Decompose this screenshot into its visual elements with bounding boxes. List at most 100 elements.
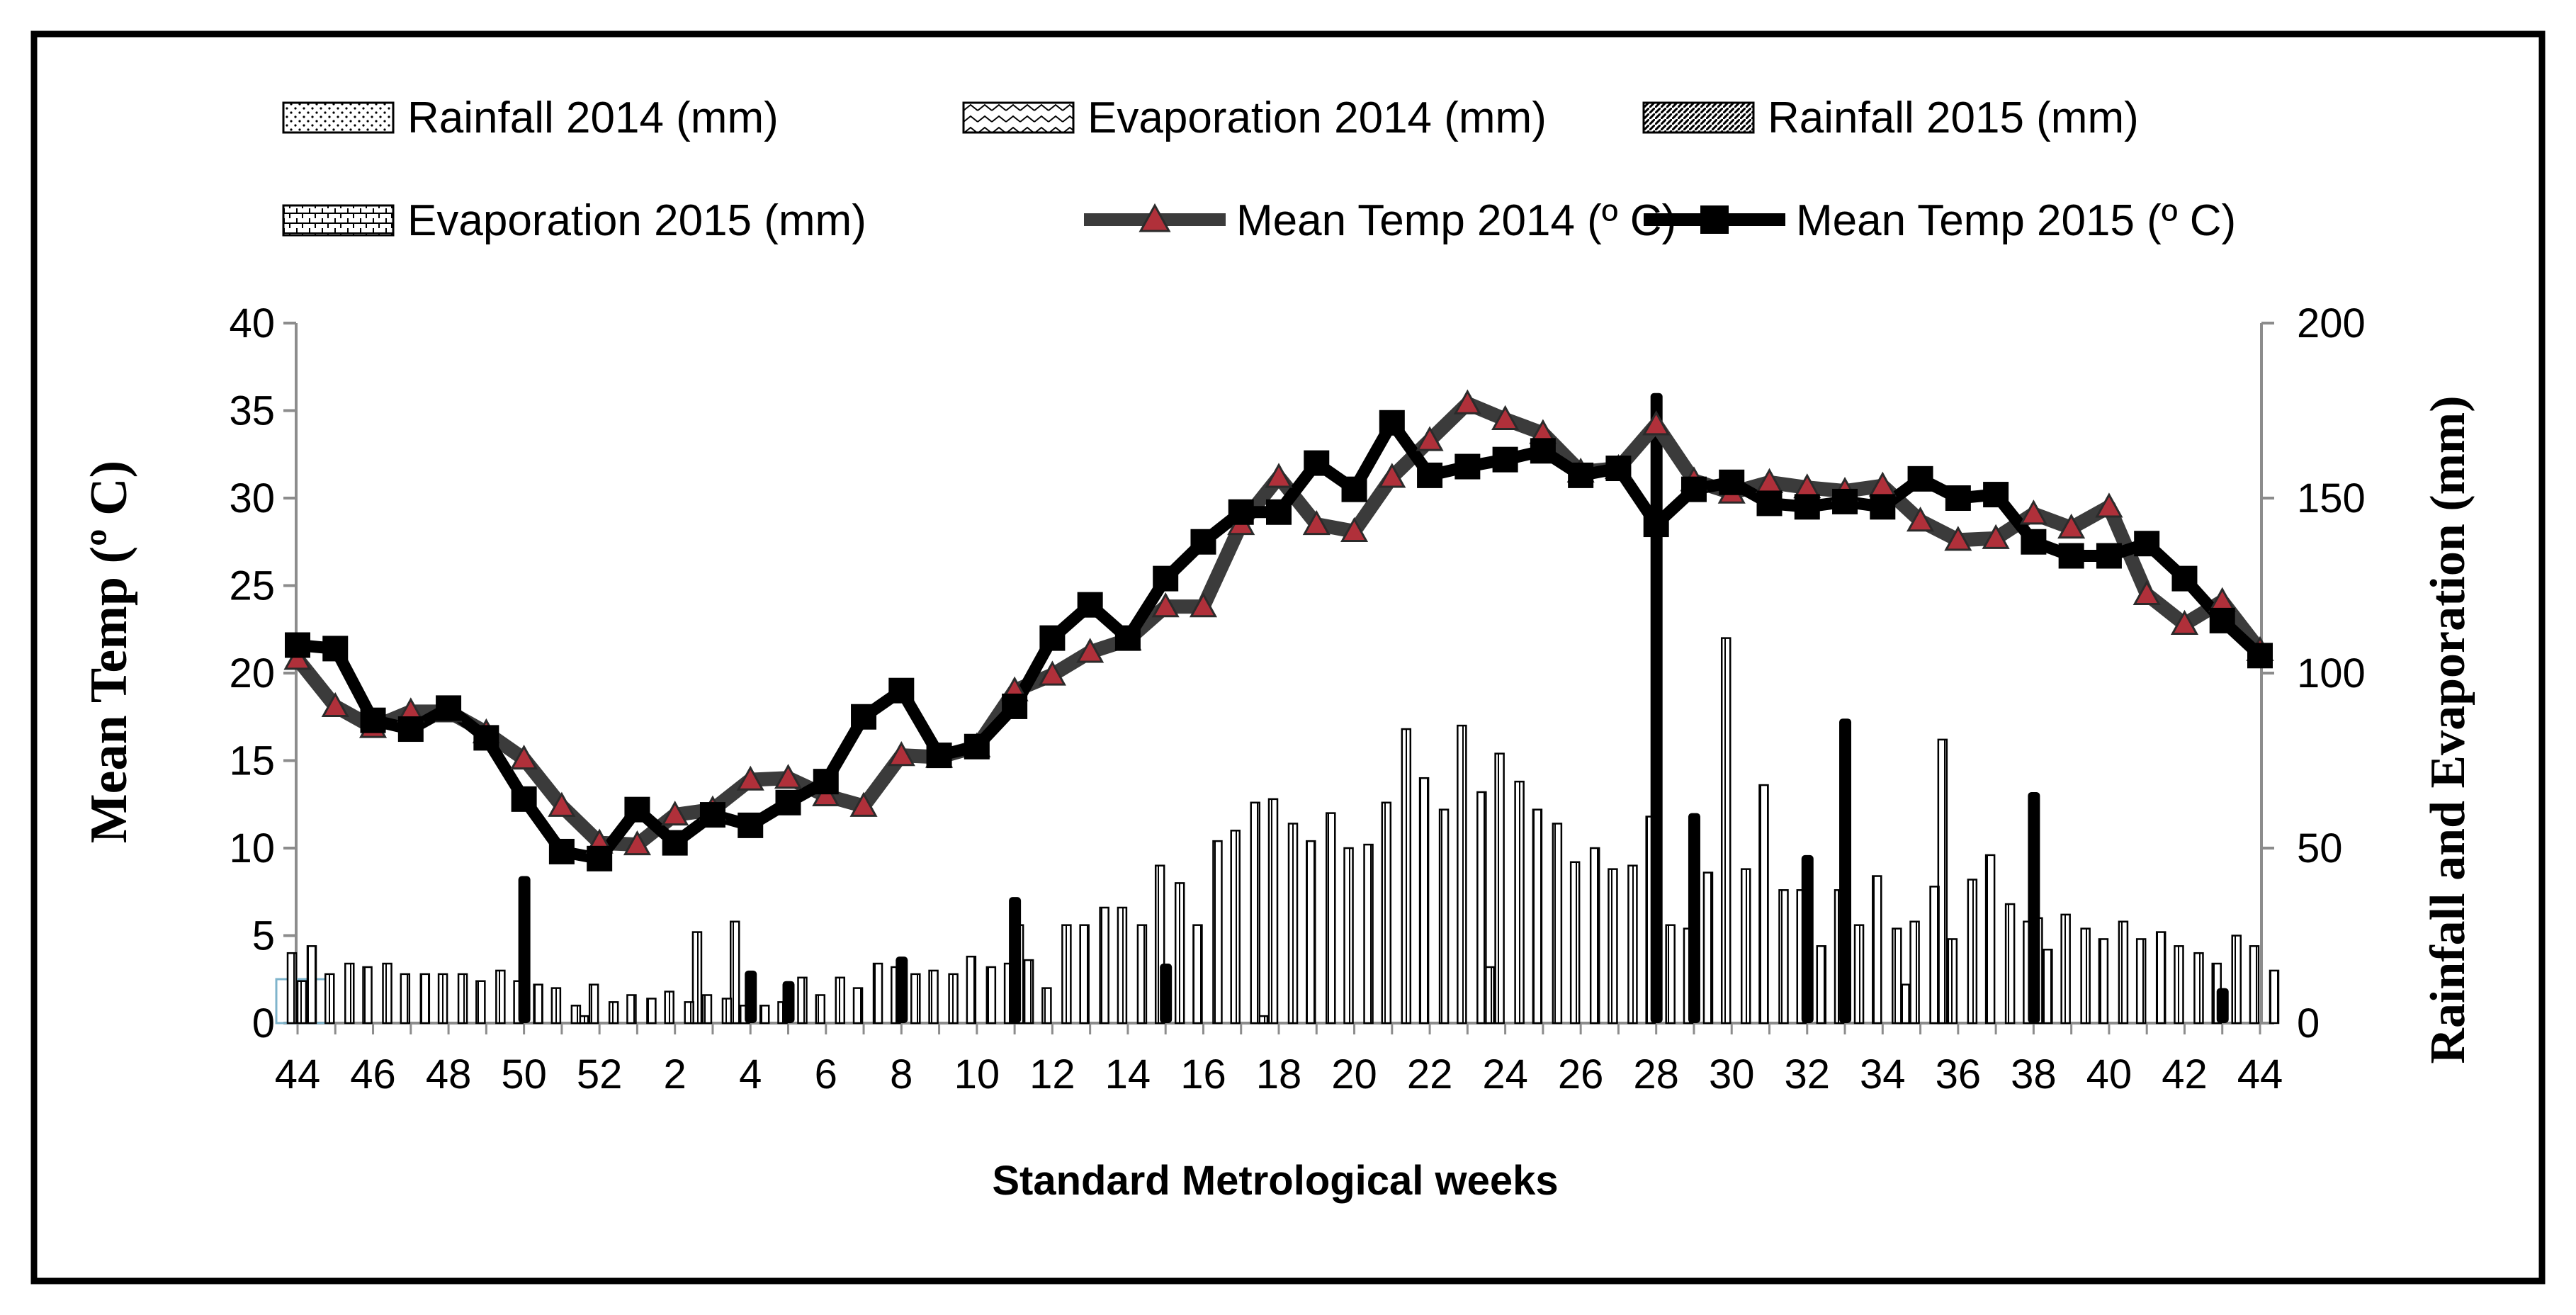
y-right-tick-label: 150 xyxy=(2297,475,2366,521)
bar-evaporation-2014- xyxy=(815,994,826,1025)
x-tick-label: 2 xyxy=(664,1051,687,1097)
x-tick-label: 8 xyxy=(890,1051,913,1097)
bar-evaporation-2014- xyxy=(362,966,373,1025)
bar-evaporation-2014- xyxy=(1569,861,1581,1025)
marker-2015 xyxy=(1454,453,1481,480)
bar-evaporation-2014- xyxy=(1117,906,1128,1025)
marker-2015 xyxy=(1304,450,1330,476)
bar-evaporation-2015 xyxy=(1061,924,1072,1025)
bar-evaporation-2014- xyxy=(1758,784,1769,1025)
bar-evaporation-2015 xyxy=(2155,931,2167,1025)
legend-item: Evaporation 2015 (mm) xyxy=(282,196,866,245)
bar-evaporation-2015 xyxy=(2080,927,2091,1025)
bar-evaporation-2015 xyxy=(1438,808,1450,1025)
marker-2015 xyxy=(473,725,499,751)
x-tick-label: 26 xyxy=(1558,1051,1604,1097)
x-tick-label: 52 xyxy=(577,1051,623,1097)
marker-2014 xyxy=(1944,526,1972,551)
marker-2014 xyxy=(849,791,878,817)
marker-2015 xyxy=(1002,693,1028,719)
marker-2014 xyxy=(2170,609,2199,635)
bar-evaporation-2014- xyxy=(1909,920,1920,1025)
marker-2014 xyxy=(548,791,576,817)
marker-2015 xyxy=(322,636,349,662)
bar-evaporation-2014- xyxy=(1720,637,1732,1025)
y-left-tick-label: 15 xyxy=(229,738,275,784)
legend-label: Evaporation 2014 (mm) xyxy=(1088,94,1547,142)
legend-item: Evaporation 2014 (mm) xyxy=(962,94,1547,142)
marker-2015 xyxy=(1077,592,1103,618)
marker-2015 xyxy=(1190,529,1216,555)
bar-evaporation-2015 xyxy=(1099,906,1109,1025)
marker-2014 xyxy=(1038,660,1066,686)
bar-rainfall-2015-solid xyxy=(1839,718,1852,1023)
marker-2015 xyxy=(2171,565,2198,592)
bar-evaporation-2015 xyxy=(646,998,657,1025)
bar-evaporation-2015 xyxy=(1892,927,1902,1025)
x-tick-label: 36 xyxy=(1936,1051,1982,1097)
marker-2015 xyxy=(1492,446,1518,473)
x-tick-label: 18 xyxy=(1256,1051,1302,1097)
y-left-tick-label: 25 xyxy=(229,563,275,609)
marker-2014 xyxy=(1982,524,2010,549)
bar-evaporation-2014- xyxy=(475,980,486,1025)
marker-2014 xyxy=(1151,592,1180,618)
legend-label: Mean Temp 2014 (º C) xyxy=(1236,196,1676,245)
bar-rainfall-2015-solid xyxy=(518,876,531,1023)
marker-2015 xyxy=(1379,410,1405,436)
x-tick-label: 16 xyxy=(1180,1051,1226,1097)
bar-evaporation-2014- xyxy=(324,973,335,1025)
x-tick-label: 38 xyxy=(2011,1051,2057,1097)
y-left-tick-label: 0 xyxy=(252,1000,275,1046)
bar-evaporation-2015 xyxy=(1702,871,1714,1025)
marker-2015 xyxy=(285,632,310,658)
bar-rainfall-2015-solid xyxy=(745,970,757,1023)
bar-evaporation-2015 xyxy=(872,962,883,1025)
bar-evaporation-2014- xyxy=(1343,847,1354,1025)
bar-evaporation-2014- xyxy=(626,994,637,1025)
marker-2014 xyxy=(2095,492,2123,518)
x-tick-label: 48 xyxy=(426,1051,472,1097)
bar-evaporation-2014- xyxy=(286,952,298,1025)
marker-2015 xyxy=(511,786,537,812)
bar-evaporation-2014- xyxy=(550,987,562,1025)
bar-rainfall-2014- xyxy=(1937,738,1948,1025)
marker-2014 xyxy=(321,692,349,718)
bar-evaporation-2015 xyxy=(1476,791,1487,1025)
x-tick-label: 50 xyxy=(501,1051,547,1097)
bar-evaporation-2015 xyxy=(835,976,846,1025)
marker-2015 xyxy=(1605,456,1632,482)
bar-evaporation-2014- xyxy=(1230,830,1241,1025)
x-tick-label: 14 xyxy=(1105,1051,1151,1097)
bar-evaporation-2014- xyxy=(437,973,448,1025)
marker-2015 xyxy=(1039,625,1066,651)
bar-rainfall-2015-solid xyxy=(1160,964,1173,1023)
x-tick-label: 22 xyxy=(1407,1051,1453,1097)
marker-2015 xyxy=(397,716,424,743)
bar-evaporation-2014- xyxy=(1306,840,1316,1025)
bar-evaporation-2014- xyxy=(1984,854,1996,1025)
marker-2014 xyxy=(1189,592,1218,618)
marker-2015 xyxy=(1114,625,1141,651)
bar-evaporation-2014- xyxy=(1192,924,1203,1025)
marker-2015 xyxy=(436,695,462,721)
marker-2014 xyxy=(2132,580,2161,605)
bar-rainfall-2015-solid xyxy=(782,981,795,1023)
bar-evaporation-2015 xyxy=(495,969,506,1025)
bar-rainfall-2015-solid xyxy=(1650,393,1663,1023)
outer-frame xyxy=(30,30,2546,1285)
x-tick-label: 4 xyxy=(739,1051,762,1097)
bar-rainfall-2015 xyxy=(296,980,307,1025)
marker-2015 xyxy=(1643,512,1669,538)
marker-2014 xyxy=(1378,463,1406,488)
bar-evaporation-2015 xyxy=(1401,728,1412,1025)
marker-2015 xyxy=(775,789,801,815)
bar-evaporation-2014- xyxy=(1532,808,1543,1025)
bar-evaporation-2014- xyxy=(2249,945,2260,1025)
bar-evaporation-2014- xyxy=(1457,724,1467,1025)
y-left-tick-label: 10 xyxy=(229,825,275,871)
marker-2015 xyxy=(926,743,952,769)
x-tick-label: 20 xyxy=(1331,1051,1377,1097)
bar-evaporation-2015 xyxy=(1665,924,1676,1025)
marker-2015 xyxy=(851,704,877,730)
